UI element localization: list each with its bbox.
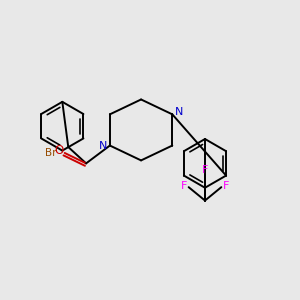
Text: F: F: [181, 181, 188, 191]
Text: O: O: [55, 144, 64, 157]
Text: F: F: [223, 181, 229, 191]
Text: N: N: [175, 107, 183, 117]
Text: Br: Br: [45, 148, 57, 158]
Text: F: F: [202, 165, 208, 175]
Text: N: N: [99, 140, 107, 151]
